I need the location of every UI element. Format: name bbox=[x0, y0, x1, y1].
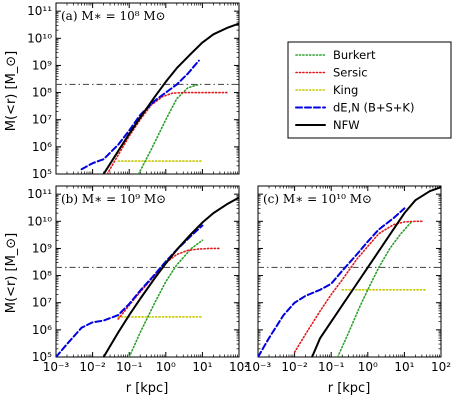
legend-entry-label: Sersic bbox=[333, 66, 368, 80]
series-nfw-line bbox=[102, 196, 239, 357]
plot-frame bbox=[55, 2, 240, 175]
panel-label: (c) M∗ = 10¹⁰ M⊙ bbox=[263, 192, 372, 206]
y-tick-label: 10¹¹ bbox=[27, 187, 52, 201]
x-axis-label: r [kpc] bbox=[126, 381, 169, 396]
series-nfw-line bbox=[311, 186, 441, 357]
legend-entry-label: Burkert bbox=[333, 48, 376, 62]
y-tick-label: 10¹⁰ bbox=[27, 214, 52, 228]
y-tick-label: 10⁵ bbox=[32, 350, 52, 364]
x-tick-label: 10⁰ bbox=[156, 360, 176, 374]
legend: Burkert Sersic King dE,N (B+S+K) NFW bbox=[287, 41, 452, 139]
x-tick-label: 10¹ bbox=[394, 360, 414, 374]
series-burkert-line bbox=[336, 221, 412, 357]
plot-area bbox=[258, 186, 441, 357]
y-tick-label: 10¹¹ bbox=[27, 4, 52, 18]
x-tick-label: 10² bbox=[229, 360, 249, 374]
y-tick-label: 10⁷ bbox=[32, 296, 52, 310]
series-nfw-line bbox=[102, 22, 239, 174]
series-sersic-line bbox=[293, 220, 423, 354]
y-tick-label: 10⁷ bbox=[32, 113, 52, 127]
plot-area bbox=[56, 22, 239, 174]
panel-a: 10⁵ 10⁶ 10⁷ 10⁸ 10⁹ 10¹⁰ 10¹¹ (a) M∗ = 10⁸ M⊙ bbox=[27, 2, 240, 181]
plot-area bbox=[56, 196, 239, 357]
y-tick-label: 10⁸ bbox=[32, 86, 52, 100]
x-tick-label: 10⁻² bbox=[79, 360, 106, 374]
panel-b: 10⁵ 10⁶ 10⁷ 10⁸ 10⁹ 10¹⁰ 10¹¹ 10⁻³ 10⁻² 10⁻¹ 10⁰ 10… bbox=[27, 185, 249, 374]
legend-box bbox=[287, 41, 452, 139]
series-sersic-line bbox=[106, 91, 229, 174]
y-axis-label: M(<r) [M_⊙] bbox=[4, 233, 19, 313]
x-tick-label: 10² bbox=[431, 360, 451, 374]
series-sersic-line bbox=[117, 247, 221, 320]
panel-label: (a) M∗ = 10⁸ M⊙ bbox=[61, 9, 166, 23]
y-tick-label: 10⁹ bbox=[32, 58, 52, 72]
y-tick-label: 10⁹ bbox=[32, 241, 52, 255]
series-burkert-line bbox=[137, 83, 200, 174]
panel-c: 10⁻³ 10⁻² 10⁻¹ 10⁰ 10¹ 10² (c) M∗ = 10¹⁰ M⊙ bbox=[245, 185, 451, 374]
y-tick-label: 10⁶ bbox=[32, 323, 52, 337]
y-tick-label: 10⁸ bbox=[32, 269, 52, 283]
legend-entry-label: King bbox=[333, 83, 358, 97]
plot-frame bbox=[257, 185, 442, 358]
plot-frame bbox=[55, 185, 240, 358]
x-tick-label: 10⁻² bbox=[281, 360, 308, 374]
series-de-n-b-s-k-line bbox=[80, 59, 200, 171]
x-tick-label: 10¹ bbox=[192, 360, 212, 374]
x-tick-label: 10⁰ bbox=[358, 360, 378, 374]
x-tick-label: 10⁻³ bbox=[43, 360, 70, 374]
x-tick-label: 10⁻³ bbox=[245, 360, 272, 374]
legend-entry-label: dE,N (B+S+K) bbox=[333, 101, 414, 115]
y-axis-label: M(<r) [M_⊙] bbox=[4, 51, 19, 131]
x-tick-label: 10⁻¹ bbox=[318, 360, 345, 374]
series-de-n-b-s-k-line bbox=[258, 207, 406, 357]
panel-label: (b) M∗ = 10⁹ M⊙ bbox=[61, 192, 166, 206]
y-tick-label: 10⁶ bbox=[32, 140, 52, 154]
legend-entry-label: NFW bbox=[333, 118, 360, 132]
y-tick-label: 10⁵ bbox=[32, 167, 52, 181]
y-tick-label: 10¹⁰ bbox=[27, 31, 52, 45]
x-tick-label: 10⁻¹ bbox=[116, 360, 143, 374]
series-burkert-line bbox=[128, 239, 204, 357]
x-axis-label: r [kpc] bbox=[328, 381, 371, 396]
